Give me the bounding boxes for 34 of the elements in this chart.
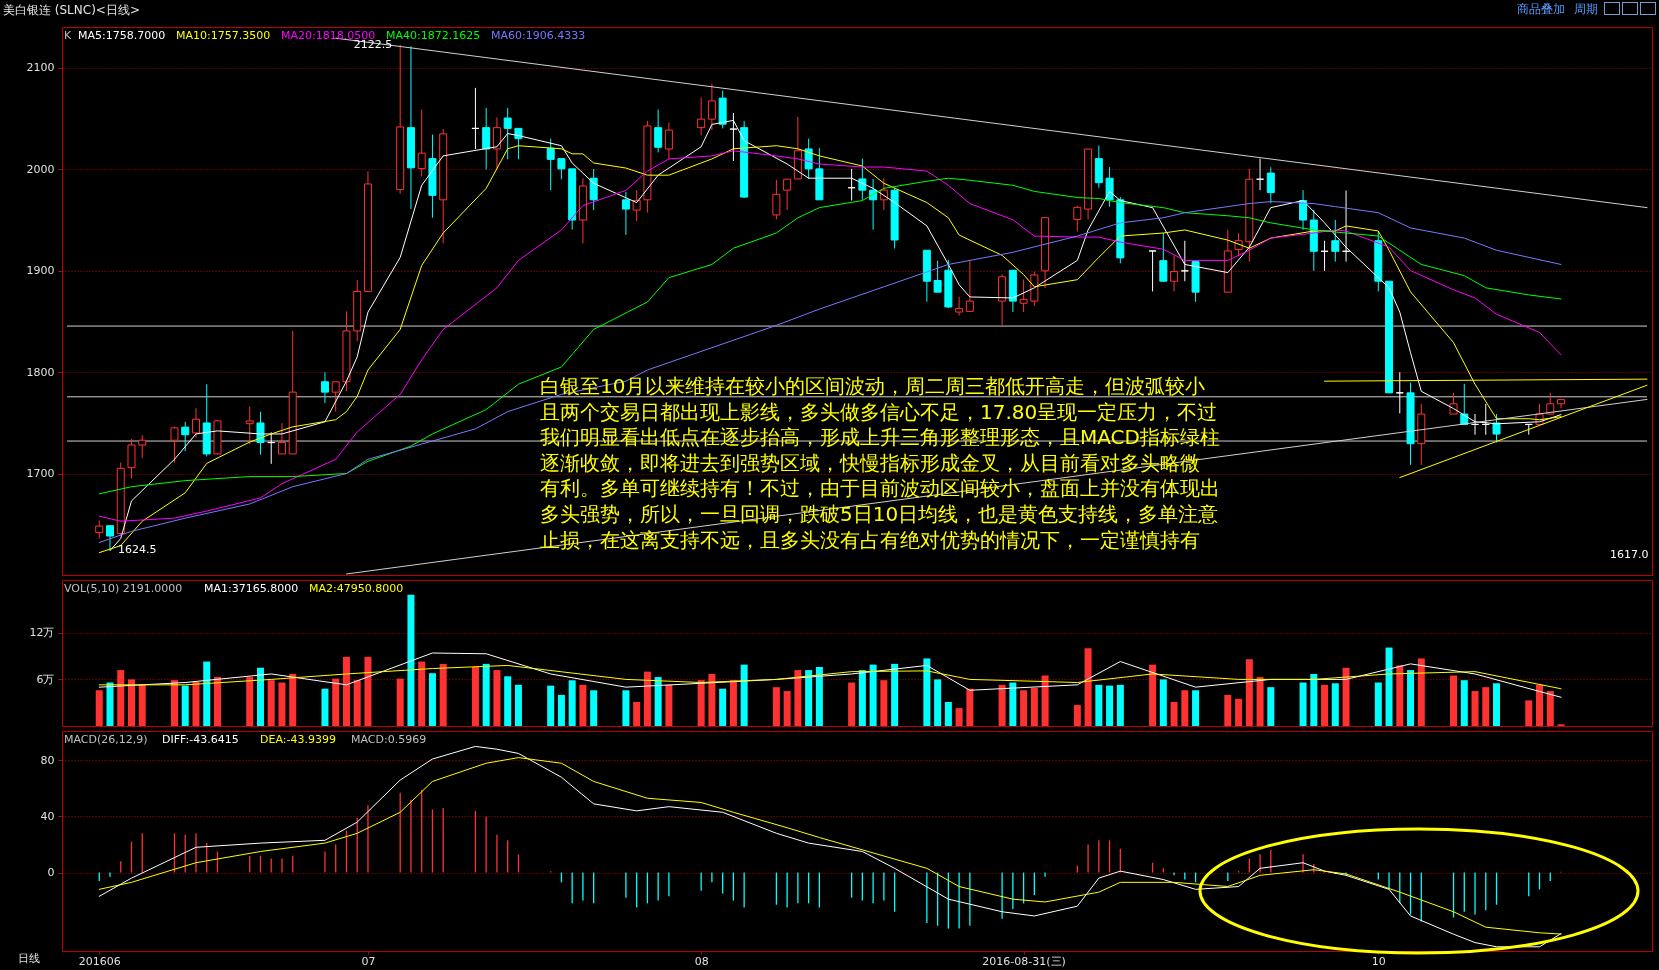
y-tick-label: 2100 — [26, 61, 55, 75]
y-tick-label: 12万 — [29, 626, 55, 640]
text: MA5:1758.7000 — [78, 29, 166, 42]
y-tick-label: 40 — [40, 809, 55, 823]
text: MA60:1906.4333 — [491, 29, 586, 42]
chart-title: 美白银连 (SLNC)<日线> — [3, 3, 140, 17]
y-tick-label: 0 — [47, 866, 55, 880]
text: DIFF:-43.6415 — [162, 733, 239, 746]
text: MA10:1757.3500 — [176, 29, 271, 42]
text: MA1:37165.8000 — [204, 582, 299, 595]
text: MA2:47950.8000 — [309, 582, 404, 595]
x-tick-label: 07 — [361, 954, 376, 968]
legend-title: K — [64, 29, 72, 42]
y-tick-label: 6万 — [36, 672, 55, 686]
text: 商品叠加 — [1517, 2, 1565, 16]
annotation: 1624.5 — [117, 543, 157, 557]
legend-title: MACD(26,12,9) — [64, 733, 148, 746]
y-tick-label: 80 — [40, 753, 55, 767]
y-tick-label: 2000 — [26, 162, 55, 176]
annotation: MACD:0.5969 — [351, 732, 427, 746]
annotation: 且两个交易日都出现上影线，多头做多信心不足，17.80呈现一定压力，不过 — [540, 399, 1218, 424]
x-tick-label: 10 — [1371, 954, 1386, 968]
y-tick-label: 1900 — [26, 264, 55, 278]
x-tick-label: 201606 — [78, 954, 121, 968]
text: 周期 — [1574, 2, 1598, 16]
x-tick-label: 08 — [694, 954, 709, 968]
legend-title: VOL(5,10) 2191.0000 — [64, 582, 183, 595]
annotation: 我们明显看出低点在逐步抬高，形成上升三角形整理形态，且MACD指标绿柱 — [540, 425, 1220, 450]
annotation: 1617.0 — [1610, 548, 1649, 561]
y-tick-label: 1700 — [26, 467, 55, 481]
text: DEA:-43.9399 — [260, 733, 336, 746]
text: 日线 — [18, 952, 40, 965]
x-tick-label: 2016-08-31(三) — [982, 954, 1066, 968]
y-tick-label: 1800 — [26, 365, 55, 379]
